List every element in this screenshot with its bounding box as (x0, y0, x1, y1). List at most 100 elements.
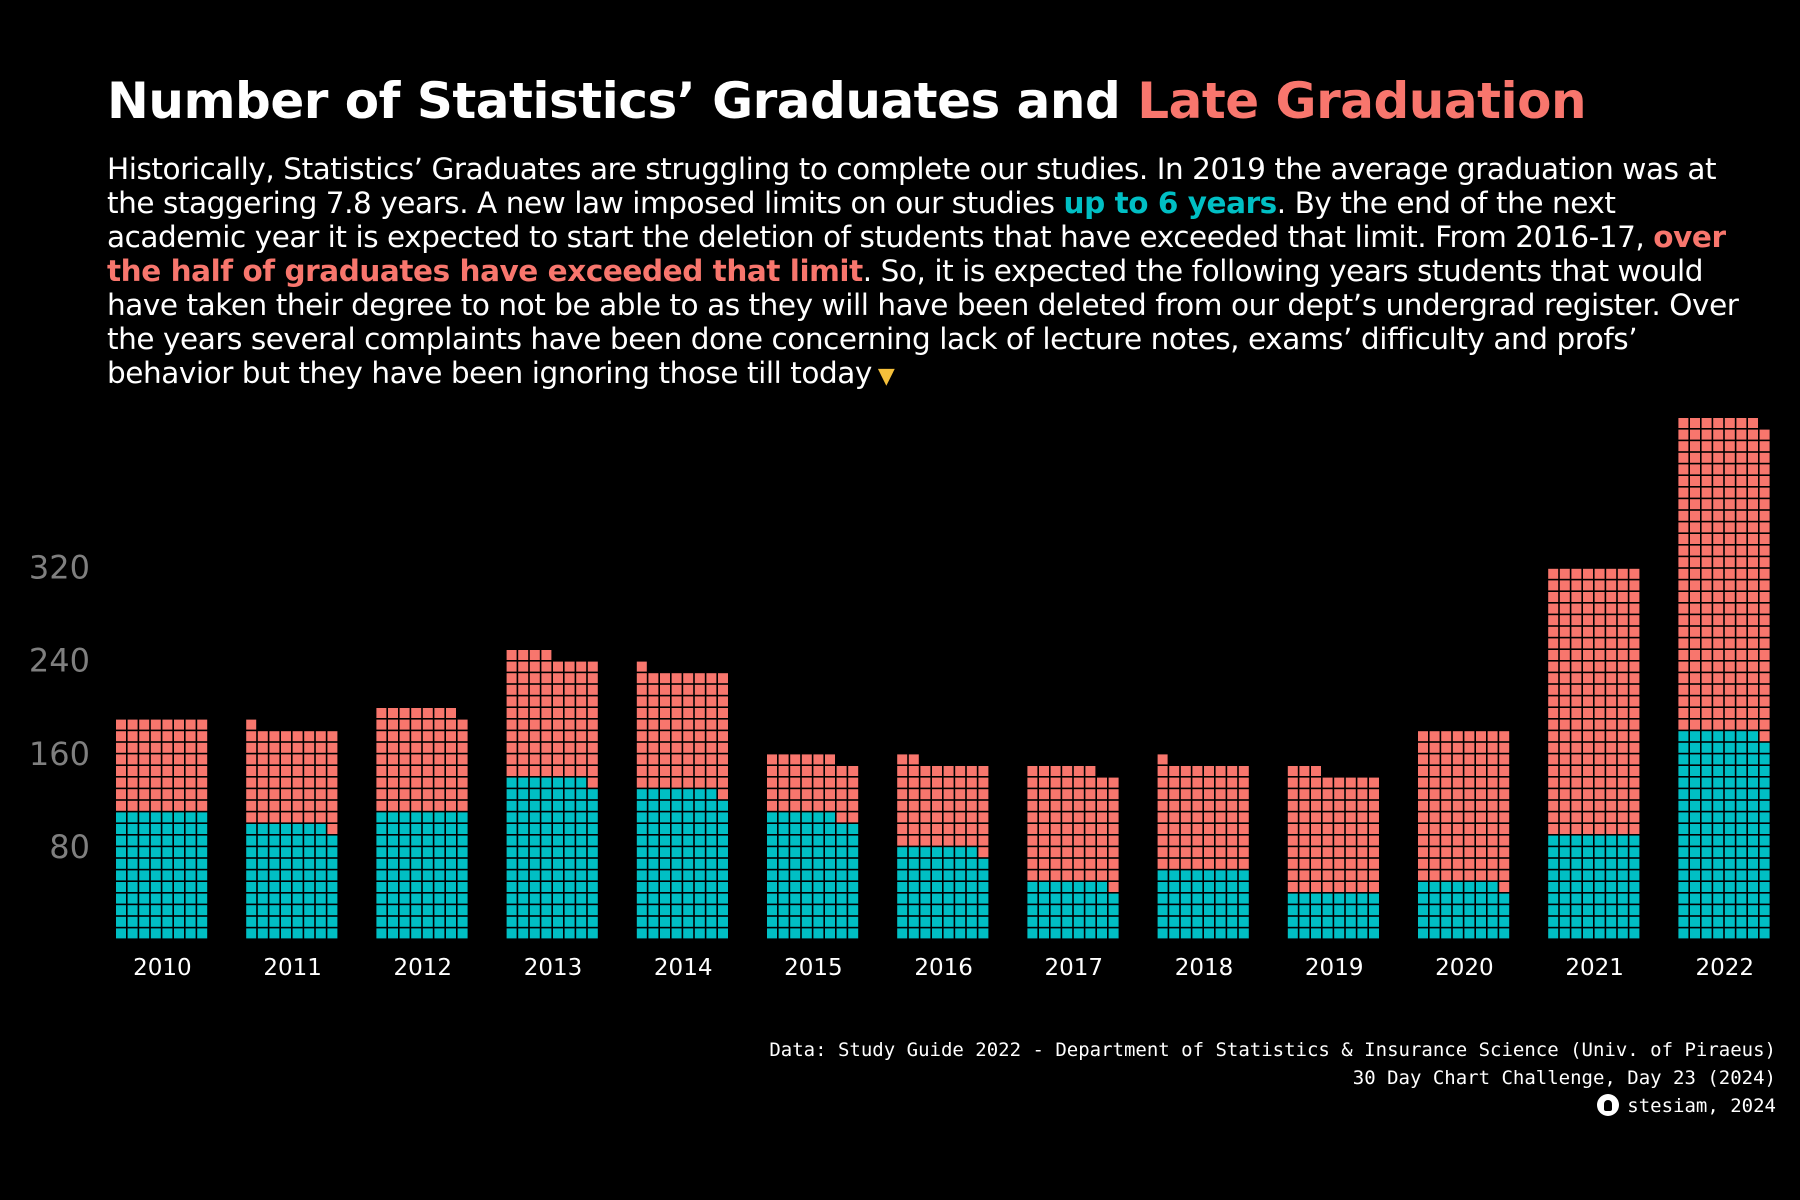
waffle-cell (1464, 916, 1475, 927)
waffle-cell (1571, 661, 1582, 672)
waffle-cell (541, 847, 552, 858)
waffle-cell (1227, 916, 1238, 927)
waffle-cell (1678, 858, 1689, 869)
waffle-cell (457, 789, 468, 800)
waffle-cell (683, 870, 694, 881)
x-tick-label: 2014 (654, 955, 713, 981)
waffle-cell (197, 754, 208, 765)
waffle-cell (1039, 766, 1049, 776)
waffle-cell (1690, 452, 1700, 463)
waffle-cell (1487, 766, 1498, 776)
waffle-cell (706, 882, 717, 892)
waffle-cell (1369, 835, 1379, 846)
waffle-cell (1713, 777, 1724, 788)
waffle-cell (683, 777, 694, 788)
waffle-cell (1487, 847, 1498, 858)
waffle-cell (1678, 534, 1689, 544)
waffle-cell (1701, 708, 1712, 718)
waffle-cell (1559, 754, 1570, 765)
waffle-cell (139, 916, 150, 927)
waffle-cell (506, 719, 517, 730)
waffle-cell (1180, 800, 1191, 811)
waffle-cell (1441, 893, 1452, 904)
waffle-cell (1097, 893, 1107, 904)
waffle-cell (446, 708, 456, 718)
waffle-cell (1073, 858, 1084, 869)
waffle-cell (1606, 708, 1617, 718)
on-time-segment-2010 (116, 812, 208, 939)
waffle-cell (1487, 870, 1498, 881)
waffle-cell (813, 789, 824, 800)
waffle-cell (174, 800, 184, 811)
waffle-cell (648, 719, 659, 730)
waffle-cell (848, 858, 859, 869)
waffle-cell (541, 882, 552, 892)
waffle-cell (1594, 766, 1605, 776)
waffle-cell (1594, 603, 1605, 614)
waffle-cell (1157, 893, 1168, 904)
waffle-cell (790, 870, 801, 881)
waffle-cell (422, 928, 433, 939)
waffle-cell (1571, 638, 1582, 649)
waffle-cell (1085, 928, 1096, 939)
waffle-cell (1345, 789, 1356, 800)
waffle-cell (648, 835, 659, 846)
waffle-cell (422, 812, 433, 823)
waffle-cell (1690, 464, 1700, 475)
waffle-cell (541, 812, 552, 823)
waffle-cell (718, 684, 728, 695)
waffle-cell (1322, 893, 1333, 904)
waffle-cell (553, 731, 563, 742)
waffle-cell (257, 754, 268, 765)
waffle-cell (908, 916, 919, 927)
waffle-cell (1713, 719, 1724, 730)
waffle-cell (1345, 928, 1356, 939)
bar-2012 (376, 708, 468, 939)
waffle-cell (376, 916, 387, 927)
waffle-cell (718, 673, 728, 684)
waffle-cell (636, 731, 647, 742)
waffle-cell (1287, 824, 1298, 834)
waffle-cell (457, 742, 468, 753)
waffle-cell (1073, 928, 1084, 939)
waffle-cell (1724, 638, 1735, 649)
waffle-cell (790, 882, 801, 892)
waffle-cell (978, 882, 989, 892)
waffle-cell (327, 835, 338, 846)
waffle-cell (139, 824, 150, 834)
waffle-cell (292, 870, 303, 881)
waffle-cell (1594, 870, 1605, 881)
waffle-cell (836, 905, 847, 916)
waffle-cell (660, 742, 670, 753)
waffle-cell (1736, 673, 1747, 684)
waffle-cell (1583, 893, 1593, 904)
waffle-cell (897, 905, 908, 916)
waffle-cell (1617, 603, 1628, 614)
waffle-cell (848, 882, 859, 892)
waffle-cell (116, 731, 126, 742)
waffle-cell (1429, 812, 1440, 823)
waffle-cell (908, 812, 919, 823)
waffle-cell (246, 905, 257, 916)
waffle-cell (127, 905, 138, 916)
waffle-cell (327, 905, 338, 916)
waffle-cell (932, 882, 942, 892)
waffle-cell (1629, 580, 1640, 591)
waffle-cell (1759, 731, 1770, 742)
waffle-cell (1736, 858, 1747, 869)
waffle-cell (269, 824, 280, 834)
waffle-cell (1418, 928, 1428, 939)
caption-challenge: 30 Day Chart Challenge, Day 23 (2024) (1352, 1067, 1776, 1089)
waffle-cell (564, 742, 575, 753)
waffle-cell (1713, 928, 1724, 939)
waffle-cell (683, 858, 694, 869)
waffle-cell (529, 766, 540, 776)
waffle-cell (1085, 847, 1096, 858)
waffle-cell (127, 835, 138, 846)
waffle-cell (648, 754, 659, 765)
waffle-cell (139, 893, 150, 904)
waffle-cell (648, 696, 659, 707)
waffle-cell (660, 684, 670, 695)
waffle-cell (671, 847, 682, 858)
waffle-cell (564, 708, 575, 718)
